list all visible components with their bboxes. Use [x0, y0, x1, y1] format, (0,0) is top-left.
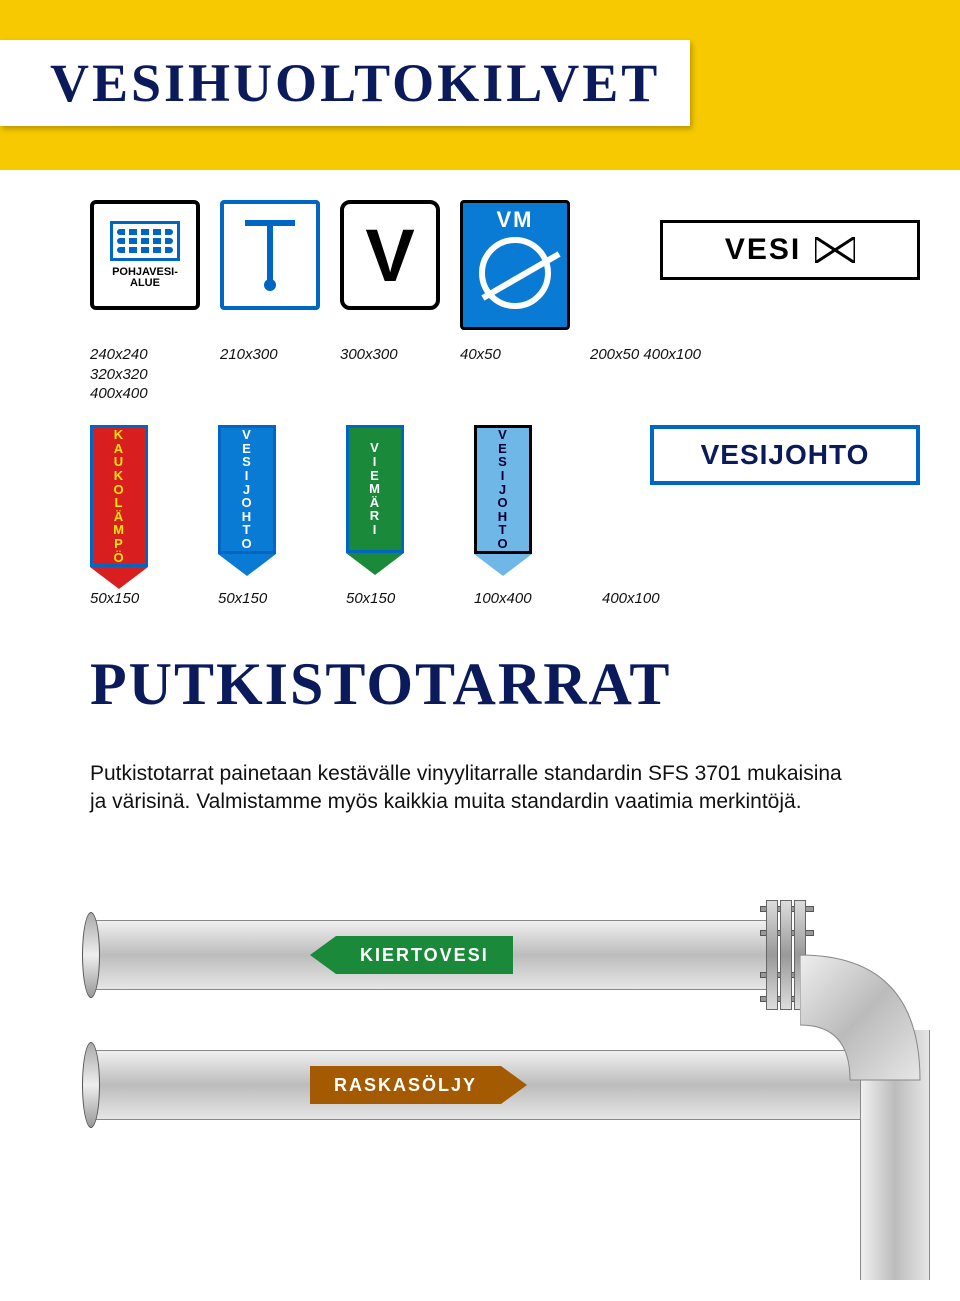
size-label: 210x300 — [220, 345, 320, 365]
vesijohto-plate-wrap: VESIJOHTO — [650, 425, 920, 485]
sign-vesi-plate: VESI — [660, 220, 920, 280]
pipe-cap-icon — [82, 1042, 100, 1128]
sign-v: V — [340, 200, 440, 310]
vesijohto-plate: VESIJOHTO — [650, 425, 920, 485]
size-label: 240x240 — [90, 345, 200, 365]
page-title: VESIHUOLTOKILVET — [50, 53, 660, 113]
vm-label: VM — [497, 207, 534, 233]
pipe-label-kiertovesi: KIERTOVESI — [310, 936, 513, 974]
pipe-elbow-icon — [800, 920, 960, 1250]
sign-pohjavesi: POHJAVESI-ALUE — [90, 200, 200, 310]
pipe-label-text: RASKASÖLJY — [310, 1066, 501, 1104]
size-label: 400x400 — [90, 384, 200, 404]
v-letter: V — [340, 200, 440, 310]
arrow-vesijohto-blue: VESIJOHTO — [218, 425, 276, 575]
pohjavesi-label: POHJAVESI-ALUE — [112, 267, 178, 289]
size-label: 50x150 — [346, 590, 404, 607]
title-bar: VESIHUOLTOKILVET — [0, 40, 690, 126]
size-label: 100x400 — [474, 590, 532, 607]
size-label: 50x150 — [90, 590, 148, 607]
size-label: 50x150 — [218, 590, 276, 607]
header-band: VESIHUOLTOKILVET — [0, 0, 960, 170]
pipe-label-raskasoljy: RASKASÖLJY — [310, 1066, 527, 1104]
pipe-label-text: KIERTOVESI — [336, 936, 513, 974]
waves-icon — [110, 221, 180, 261]
size-label: 300x300 — [340, 345, 440, 365]
t-pin-icon — [240, 215, 300, 295]
sizes-row-2: 50x150 50x150 50x150 100x400 400x100 — [90, 590, 920, 607]
sign-vm: VM — [460, 200, 570, 330]
valve-icon — [815, 237, 855, 263]
arrow-viemari: VIEMÄRI — [346, 425, 404, 575]
sizes-row-1: 240x240 320x320 400x400 210x300 300x300 … — [90, 345, 920, 404]
size-label: 400x100 — [602, 590, 872, 607]
sign-row-1: POHJAVESI-ALUE V VM VESI — [90, 200, 920, 330]
heading-putkistotarrat: PUTKISTOTARRAT — [90, 650, 671, 719]
arrow-kaukolampa: KAUKOLÄMPÖ — [90, 425, 148, 575]
arrow-vesijohto-light: VESIJOHTO — [474, 425, 532, 575]
size-label: 320x320 — [90, 365, 200, 385]
pipe-cap-icon — [82, 912, 100, 998]
vesi-text: VESI — [725, 233, 801, 267]
vm-circle-icon — [479, 237, 551, 309]
sign-t — [220, 200, 320, 310]
size-label: 40x50 — [460, 345, 570, 365]
pipe-illustration: KIERTOVESI RASKASÖLJY — [60, 880, 960, 1300]
body-text: Putkistotarrat painetaan kestävälle viny… — [90, 760, 850, 817]
size-label: 200x50 400x100 — [590, 345, 850, 365]
sign-row-2: KAUKOLÄMPÖ VESIJOHTO VIEMÄRI VESIJOHTO V… — [90, 425, 920, 575]
